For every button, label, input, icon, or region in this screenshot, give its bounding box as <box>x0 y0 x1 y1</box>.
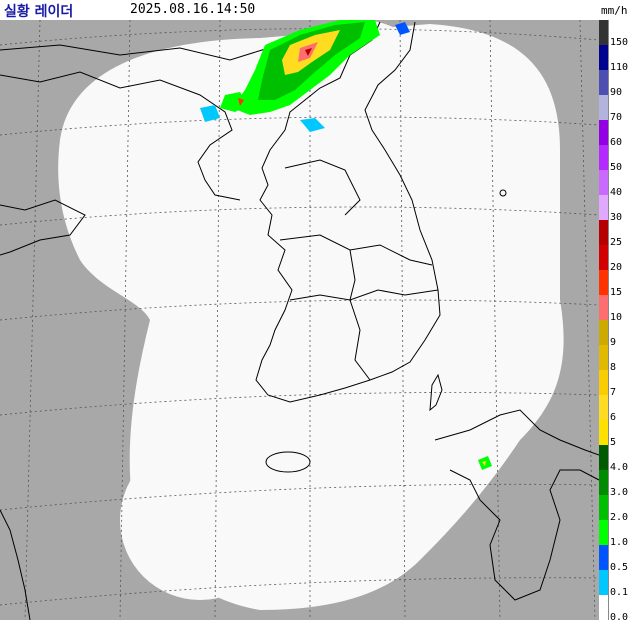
legend-swatch <box>599 245 609 270</box>
radar-map <box>0 20 599 620</box>
legend-label: 40 <box>610 187 623 198</box>
legend-label: 110 <box>610 62 629 73</box>
legend-label: 30 <box>610 212 623 223</box>
legend-swatch <box>599 395 609 420</box>
page-title: 실황 레이더 <box>4 4 74 20</box>
observation-timestamp: 2025.08.16.14:50 <box>130 2 256 17</box>
legend-label: 9 <box>610 337 617 348</box>
legend-label: 50 <box>610 162 623 173</box>
legend-swatch <box>599 445 609 470</box>
legend-swatch <box>599 120 609 145</box>
legend-swatch <box>599 70 609 95</box>
legend-label: 90 <box>610 87 623 98</box>
title-bar: 실황 레이더 2025.08.16.14:50 mm/h <box>0 0 635 20</box>
precipitation-echoes <box>200 20 492 470</box>
legend-swatch <box>599 570 609 595</box>
legend-label: 10 <box>610 312 623 323</box>
legend-swatch <box>599 345 609 370</box>
precipitation-legend: 150 110 90 70 60 50 40 30 25 20 15 10 9 8 7 6 5 4.0 3.0 2.0… <box>599 20 635 623</box>
legend-swatch <box>599 45 609 70</box>
legend-swatch <box>599 20 609 45</box>
legend-swatch <box>599 170 609 195</box>
legend-label: 70 <box>610 112 623 123</box>
legend-label: 0.0 <box>610 612 629 623</box>
legend-swatch <box>599 545 609 570</box>
legend-label: 3.0 <box>610 487 629 498</box>
legend-swatch <box>599 95 609 120</box>
legend-label: 1.0 <box>610 537 629 548</box>
legend-label: 2.0 <box>610 512 629 523</box>
legend-swatch <box>599 145 609 170</box>
coastlines <box>0 21 599 620</box>
legend-swatch <box>599 195 609 220</box>
legend-swatch <box>599 520 609 545</box>
unit-label: mm/h <box>601 4 628 17</box>
legend-swatch <box>599 420 609 445</box>
legend-label: 25 <box>610 237 623 248</box>
legend-swatch <box>599 320 609 345</box>
legend-swatch <box>599 470 609 495</box>
legend-label: 8 <box>610 362 617 373</box>
legend-label: 0.1 <box>610 587 629 598</box>
graticule <box>0 20 599 620</box>
legend-label: 7 <box>610 387 617 398</box>
legend-label: 4.0 <box>610 462 629 473</box>
legend-label: 5 <box>610 437 617 448</box>
legend-swatch <box>599 595 609 620</box>
legend-swatch <box>599 295 609 320</box>
legend-swatch <box>599 270 609 295</box>
legend-label: 0.5 <box>610 562 629 573</box>
legend-swatch <box>599 370 609 395</box>
legend-label: 20 <box>610 262 623 273</box>
legend-swatch <box>599 495 609 520</box>
legend-swatch <box>599 220 609 245</box>
legend-label: 60 <box>610 137 623 148</box>
legend-label: 15 <box>610 287 623 298</box>
legend-label: 6 <box>610 412 617 423</box>
legend-label: 150 <box>610 37 629 48</box>
